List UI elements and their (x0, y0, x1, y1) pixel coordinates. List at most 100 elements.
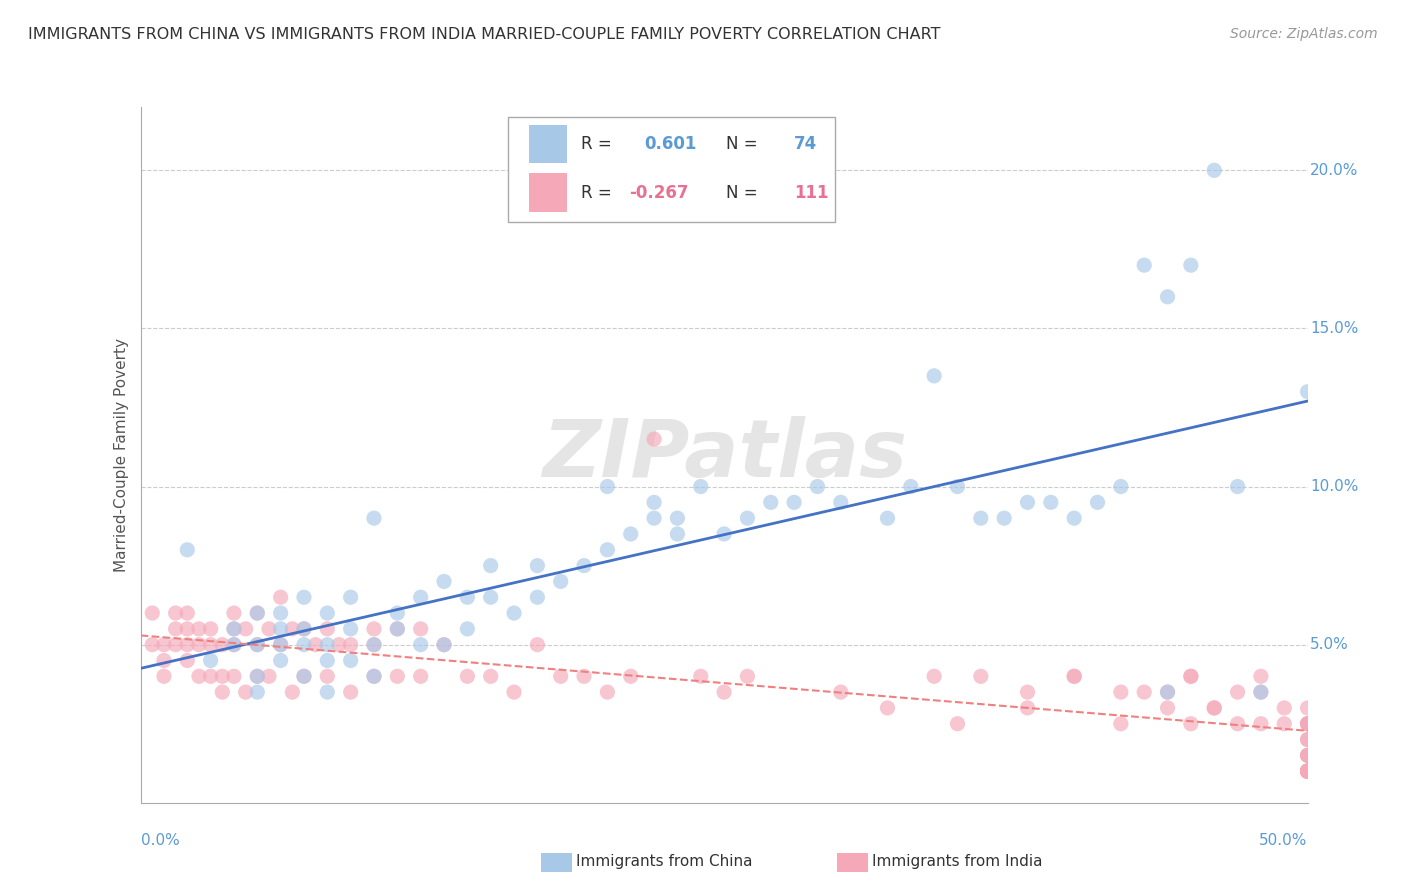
Point (1109, 716, 1132, 731)
Point (433, 638, 456, 652)
FancyBboxPatch shape (508, 118, 835, 222)
Point (1204, 701, 1226, 715)
Point (456, 669, 478, 683)
Point (1296, 716, 1319, 731)
Point (433, 574, 456, 589)
Point (1017, 495, 1039, 509)
Point (456, 591, 478, 605)
Point (235, 685, 257, 699)
Point (200, 669, 222, 683)
Point (339, 622, 361, 636)
Point (141, 606, 163, 620)
Point (1226, 479, 1249, 493)
Point (281, 622, 304, 636)
Text: 50.0%: 50.0% (1260, 833, 1308, 848)
Point (993, 511, 1015, 525)
Point (503, 606, 526, 620)
Point (1296, 764, 1319, 779)
Point (1087, 495, 1109, 509)
Point (946, 479, 969, 493)
Point (222, 606, 245, 620)
Point (1063, 669, 1085, 683)
Point (456, 622, 478, 636)
Point (292, 669, 315, 683)
Point (1109, 685, 1132, 699)
Point (922, 669, 945, 683)
Point (200, 638, 222, 652)
Point (433, 638, 456, 652)
Point (270, 591, 292, 605)
Point (176, 622, 198, 636)
Point (1250, 716, 1272, 731)
Point (363, 511, 385, 525)
Point (409, 622, 432, 636)
Point (270, 606, 292, 620)
Point (970, 511, 993, 525)
Point (211, 638, 233, 652)
Point (222, 638, 245, 652)
Point (176, 542, 198, 557)
Point (153, 669, 176, 683)
Point (246, 685, 269, 699)
Point (1063, 669, 1085, 683)
Point (165, 606, 187, 620)
Point (222, 638, 245, 652)
Text: 10.0%: 10.0% (1310, 479, 1358, 494)
Point (316, 606, 339, 620)
Point (270, 622, 292, 636)
Point (620, 669, 643, 683)
Text: 0.601: 0.601 (645, 135, 697, 153)
Point (222, 622, 245, 636)
Point (257, 669, 280, 683)
Point (292, 669, 315, 683)
Point (165, 638, 187, 652)
Point (572, 558, 595, 573)
Text: Immigrants from China: Immigrants from China (576, 855, 754, 869)
Point (270, 638, 292, 652)
Point (339, 638, 361, 652)
Point (830, 685, 852, 699)
Bar (529, 173, 567, 211)
Point (409, 591, 432, 605)
Point (922, 368, 945, 383)
Text: 15.0%: 15.0% (1310, 321, 1358, 336)
Point (689, 479, 711, 493)
Point (304, 638, 326, 652)
Point (246, 669, 269, 683)
Point (387, 622, 409, 636)
Point (1296, 701, 1319, 715)
Point (246, 638, 269, 652)
Point (270, 653, 292, 667)
Point (1156, 685, 1178, 699)
Point (1296, 384, 1319, 399)
Point (246, 638, 269, 652)
Point (900, 479, 922, 493)
Point (409, 669, 432, 683)
Point (666, 511, 689, 525)
Point (526, 591, 548, 605)
Text: IMMIGRANTS FROM CHINA VS IMMIGRANTS FROM INDIA MARRIED-COUPLE FAMILY POVERTY COR: IMMIGRANTS FROM CHINA VS IMMIGRANTS FROM… (28, 27, 941, 42)
Point (1204, 701, 1226, 715)
Point (1296, 764, 1319, 779)
Point (1180, 258, 1202, 272)
Point (222, 669, 245, 683)
Point (1156, 685, 1178, 699)
Y-axis label: Married-Couple Family Poverty: Married-Couple Family Poverty (114, 338, 129, 572)
Point (550, 574, 572, 589)
Point (643, 432, 665, 446)
Point (363, 638, 385, 652)
Bar (529, 125, 567, 163)
Point (200, 622, 222, 636)
Point (1156, 701, 1178, 715)
Point (328, 638, 350, 652)
Point (1226, 716, 1249, 731)
Point (1296, 764, 1319, 779)
Point (1296, 764, 1319, 779)
Point (689, 669, 711, 683)
Point (1250, 685, 1272, 699)
Point (1017, 685, 1039, 699)
Text: 5.0%: 5.0% (1310, 637, 1348, 652)
Point (409, 638, 432, 652)
Point (316, 669, 339, 683)
Point (1272, 701, 1295, 715)
